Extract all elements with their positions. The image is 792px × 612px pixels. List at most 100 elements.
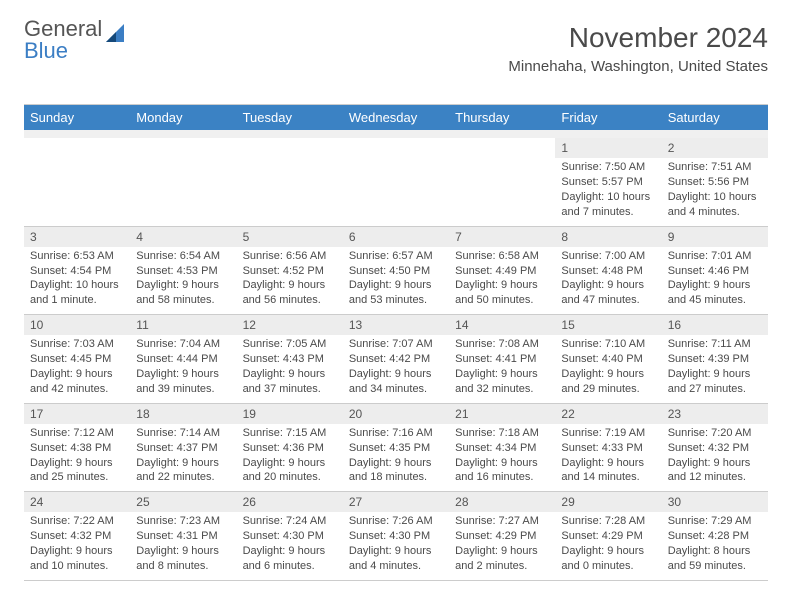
sunset-text: Sunset: 4:32 PM	[30, 529, 124, 544]
sunrise-text: Sunrise: 7:11 AM	[668, 337, 762, 352]
daylight-text: Daylight: 9 hours and 2 minutes.	[455, 544, 549, 574]
calendar-day-cell: 26Sunrise: 7:24 AMSunset: 4:30 PMDayligh…	[237, 492, 343, 581]
calendar-empty-cell	[449, 138, 555, 227]
day-number: 11	[130, 315, 236, 335]
calendar-day-cell: 25Sunrise: 7:23 AMSunset: 4:31 PMDayligh…	[130, 492, 236, 581]
day-number: 15	[555, 315, 661, 335]
day-number: 1	[555, 138, 661, 158]
calendar-day-cell: 3Sunrise: 6:53 AMSunset: 4:54 PMDaylight…	[24, 227, 130, 316]
sunset-text: Sunset: 4:31 PM	[136, 529, 230, 544]
sunrise-text: Sunrise: 7:23 AM	[136, 514, 230, 529]
sunset-text: Sunset: 4:39 PM	[668, 352, 762, 367]
daylight-text: Daylight: 9 hours and 27 minutes.	[668, 367, 762, 397]
sunrise-text: Sunrise: 7:28 AM	[561, 514, 655, 529]
calendar-day-cell: 7Sunrise: 6:58 AMSunset: 4:49 PMDaylight…	[449, 227, 555, 316]
calendar-day-cell: 4Sunrise: 6:54 AMSunset: 4:53 PMDaylight…	[130, 227, 236, 316]
day-number: 16	[662, 315, 768, 335]
daylight-text: Daylight: 9 hours and 34 minutes.	[349, 367, 443, 397]
daylight-text: Daylight: 9 hours and 20 minutes.	[243, 456, 337, 486]
sunrise-text: Sunrise: 6:57 AM	[349, 249, 443, 264]
logo-text: General Blue	[24, 18, 102, 62]
day-number: 7	[449, 227, 555, 247]
sunrise-text: Sunrise: 7:12 AM	[30, 426, 124, 441]
sunrise-text: Sunrise: 7:26 AM	[349, 514, 443, 529]
sunset-text: Sunset: 4:29 PM	[561, 529, 655, 544]
calendar-day-cell: 20Sunrise: 7:16 AMSunset: 4:35 PMDayligh…	[343, 404, 449, 493]
sunrise-text: Sunrise: 7:03 AM	[30, 337, 124, 352]
daylight-text: Daylight: 9 hours and 12 minutes.	[668, 456, 762, 486]
calendar-day-cell: 1Sunrise: 7:50 AMSunset: 5:57 PMDaylight…	[555, 138, 661, 227]
day-number: 23	[662, 404, 768, 424]
day-number: 4	[130, 227, 236, 247]
daylight-text: Daylight: 9 hours and 32 minutes.	[455, 367, 549, 397]
calendar-day-cell: 28Sunrise: 7:27 AMSunset: 4:29 PMDayligh…	[449, 492, 555, 581]
daylight-text: Daylight: 9 hours and 0 minutes.	[561, 544, 655, 574]
sunset-text: Sunset: 4:30 PM	[243, 529, 337, 544]
sunrise-text: Sunrise: 7:14 AM	[136, 426, 230, 441]
sunset-text: Sunset: 5:56 PM	[668, 175, 762, 190]
daylight-text: Daylight: 9 hours and 14 minutes.	[561, 456, 655, 486]
daylight-text: Daylight: 9 hours and 47 minutes.	[561, 278, 655, 308]
calendar-day-cell: 19Sunrise: 7:15 AMSunset: 4:36 PMDayligh…	[237, 404, 343, 493]
sunset-text: Sunset: 5:57 PM	[561, 175, 655, 190]
daylight-text: Daylight: 10 hours and 7 minutes.	[561, 190, 655, 220]
calendar-day-cell: 16 Sunrise: 7:11 AMSunset: 4:39 PMDayligh…	[662, 315, 768, 404]
day-number: 28	[449, 492, 555, 512]
calendar-day-cell: 10 Sunrise: 7:03 AMSunset: 4:45 PMDayligh…	[24, 315, 130, 404]
daylight-text: Daylight: 10 hours and 4 minutes.	[668, 190, 762, 220]
day-number: 17	[24, 404, 130, 424]
sunrise-text: Sunrise: 7:00 AM	[561, 249, 655, 264]
weekday-header: Saturday	[662, 105, 768, 130]
sunset-text: Sunset: 4:45 PM	[30, 352, 124, 367]
calendar-day-cell: 21Sunrise: 7:18 AMSunset: 4:34 PMDayligh…	[449, 404, 555, 493]
calendar-day-cell: 11Sunrise: 7:04 AMSunset: 4:44 PMDayligh…	[130, 315, 236, 404]
day-number: 10	[24, 315, 130, 335]
calendar-day-cell: 5Sunrise: 6:56 AMSunset: 4:52 PMDaylight…	[237, 227, 343, 316]
sunset-text: Sunset: 4:30 PM	[349, 529, 443, 544]
sunset-text: Sunset: 4:35 PM	[349, 441, 443, 456]
day-number: 25	[130, 492, 236, 512]
sunrise-text: Sunrise: 7:29 AM	[668, 514, 762, 529]
sunset-text: Sunset: 4:38 PM	[30, 441, 124, 456]
daylight-text: Daylight: 9 hours and 25 minutes.	[30, 456, 124, 486]
sunset-text: Sunset: 4:50 PM	[349, 264, 443, 279]
day-number: 13	[343, 315, 449, 335]
day-number: 24	[24, 492, 130, 512]
daylight-text: Daylight: 9 hours and 39 minutes.	[136, 367, 230, 397]
daylight-text: Daylight: 9 hours and 4 minutes.	[349, 544, 443, 574]
sunset-text: Sunset: 4:29 PM	[455, 529, 549, 544]
sunrise-text: Sunrise: 7:05 AM	[243, 337, 337, 352]
sunrise-text: Sunrise: 6:54 AM	[136, 249, 230, 264]
sunset-text: Sunset: 4:46 PM	[668, 264, 762, 279]
sunset-text: Sunset: 4:49 PM	[455, 264, 549, 279]
calendar-day-cell: 29Sunrise: 7:28 AMSunset: 4:29 PMDayligh…	[555, 492, 661, 581]
calendar-day-cell: 2Sunrise: 7:51 AMSunset: 5:56 PMDaylight…	[662, 138, 768, 227]
sunset-text: Sunset: 4:48 PM	[561, 264, 655, 279]
daylight-text: Daylight: 10 hours and 1 minute.	[30, 278, 124, 308]
calendar-day-cell: 6Sunrise: 6:57 AMSunset: 4:50 PMDaylight…	[343, 227, 449, 316]
calendar-day-cell: 23Sunrise: 7:20 AMSunset: 4:32 PMDayligh…	[662, 404, 768, 493]
daylight-text: Daylight: 9 hours and 53 minutes.	[349, 278, 443, 308]
calendar-day-cell: 8Sunrise: 7:00 AMSunset: 4:48 PMDaylight…	[555, 227, 661, 316]
calendar-header: November 2024 Minnehaha, Washington, Uni…	[508, 22, 768, 75]
logo-word-2: Blue	[24, 38, 68, 63]
location-subtitle: Minnehaha, Washington, United States	[508, 58, 768, 75]
weekday-header: Wednesday	[343, 105, 449, 130]
daylight-text: Daylight: 9 hours and 42 minutes.	[30, 367, 124, 397]
day-number: 30	[662, 492, 768, 512]
day-number: 22	[555, 404, 661, 424]
day-number: 14	[449, 315, 555, 335]
calendar-day-cell: 12Sunrise: 7:05 AMSunset: 4:43 PMDayligh…	[237, 315, 343, 404]
calendar-day-cell: 13Sunrise: 7:07 AMSunset: 4:42 PMDayligh…	[343, 315, 449, 404]
sunrise-text: Sunrise: 7:01 AM	[668, 249, 762, 264]
day-number: 27	[343, 492, 449, 512]
calendar-day-cell: 30Sunrise: 7:29 AMSunset: 4:28 PMDayligh…	[662, 492, 768, 581]
sunset-text: Sunset: 4:32 PM	[668, 441, 762, 456]
calendar-grid: SundayMondayTuesdayWednesdayThursdayFrid…	[24, 104, 768, 581]
sunrise-text: Sunrise: 7:04 AM	[136, 337, 230, 352]
daylight-text: Daylight: 9 hours and 58 minutes.	[136, 278, 230, 308]
sunset-text: Sunset: 4:41 PM	[455, 352, 549, 367]
sunset-text: Sunset: 4:36 PM	[243, 441, 337, 456]
sunrise-text: Sunrise: 6:56 AM	[243, 249, 337, 264]
daylight-text: Daylight: 9 hours and 37 minutes.	[243, 367, 337, 397]
